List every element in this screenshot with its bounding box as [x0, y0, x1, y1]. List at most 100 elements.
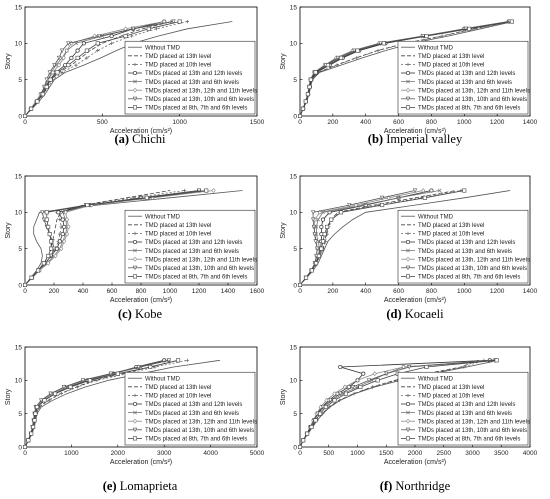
legend-marker: [133, 393, 137, 398]
legend-label: TMD placed at 13th level: [418, 223, 484, 229]
legend-marker: [132, 70, 138, 76]
series-8: [297, 19, 514, 119]
legend-label: TMD placed at 13th level: [145, 54, 211, 60]
legend-marker: [406, 62, 410, 67]
x-tick-label: 3000: [465, 450, 480, 457]
y-tick-label: 5: [293, 77, 297, 84]
data-point: [319, 246, 324, 251]
data-point: [211, 188, 216, 193]
data-point: [154, 27, 159, 31]
data-point: [60, 217, 65, 222]
data-point: [323, 404, 328, 409]
data-point: [57, 239, 62, 244]
plot-frame: [299, 6, 531, 117]
chart-panel-1: 0 500 1000 1500 0 5 10 15 Acceleration (cm/s²) St…: [5, 4, 265, 146]
data-point: [40, 210, 45, 215]
legend-label: TMDs placed at 8th, 7th and 6th levels: [145, 106, 247, 112]
legend-label: TMD placed at 13th level: [145, 223, 211, 229]
data-point: [309, 424, 314, 429]
y-tick-label: 5: [293, 411, 297, 418]
data-point: [22, 114, 27, 119]
x-tick-label: 1000: [172, 119, 187, 126]
legend-marker: [132, 265, 138, 271]
legend-label: TMDs placed at 13th, 10th and 6th levels: [145, 97, 254, 103]
data-point: [313, 418, 318, 423]
legend-label: TMDs placed at 8th, 7th and 6th levels: [418, 275, 520, 281]
x-tick-label: 3500: [494, 450, 509, 457]
data-point: [36, 268, 41, 273]
data-point: [92, 33, 97, 39]
panel-caption: (b) Imperial valley: [368, 132, 463, 146]
legend-marker: [405, 70, 411, 76]
data-point: [327, 405, 332, 409]
plot-frame: [299, 175, 531, 286]
legend-marker: [405, 427, 411, 433]
x-tick-label: 2000: [111, 450, 126, 457]
data-point: [343, 391, 348, 396]
x-tick-label: 2000: [408, 450, 423, 457]
legend: Without TMD TMD placed at 13th level TMD p…: [124, 40, 257, 115]
legend-marker: [406, 231, 410, 236]
y-tick-label: 15: [290, 173, 298, 180]
legend-marker: [132, 401, 138, 407]
data-point: [424, 34, 429, 39]
x-tick-label: 0: [23, 119, 27, 126]
data-point: [136, 365, 141, 370]
legend-label: TMD placed at 10th level: [418, 394, 484, 400]
data-point: [307, 84, 312, 89]
chart-panel-6: 0 500 1000 1500 2000 2500 3000 3500 4000 0 5 10 15 Ac…: [280, 344, 538, 493]
legend-label: TMDs placed at 13th and 6th levels: [145, 249, 239, 255]
legend-label: TMDs placed at 13th and 6th levels: [418, 249, 512, 255]
y-tick-label: 10: [290, 210, 298, 217]
legend-label: TMDs placed at 13th and 6th levels: [145, 411, 239, 417]
y-axis-label: Story: [5, 222, 12, 239]
legend-marker: [133, 248, 137, 253]
legend-label: TMD placed at 10th level: [145, 394, 211, 400]
x-tick-label: 1400: [523, 288, 538, 295]
data-point: [64, 48, 69, 54]
data-point: [55, 70, 60, 75]
y-tick-label: 0: [18, 444, 22, 451]
data-point: [328, 398, 333, 403]
data-point: [386, 195, 391, 201]
data-point: [95, 41, 100, 46]
data-point: [42, 398, 47, 403]
data-point: [31, 424, 36, 429]
data-point: [378, 41, 383, 46]
legend-label: TMDs placed at 13th and 12th levels: [145, 71, 242, 77]
y-tick-label: 10: [15, 41, 23, 48]
data-point: [337, 398, 342, 403]
y-tick-label: 0: [293, 282, 297, 289]
legend-label: TMDs placed at 13th, 10th and 6th levels: [418, 266, 527, 272]
legend: Without TMD TMD placed at 13th level TMD p…: [397, 371, 530, 446]
data-point: [44, 210, 49, 215]
data-point: [35, 99, 40, 104]
legend-marker: [133, 410, 137, 415]
x-tick-label: 0: [298, 450, 302, 457]
data-point: [462, 188, 467, 193]
data-point: [75, 48, 80, 53]
x-tick-label: 500: [97, 119, 108, 126]
data-point: [123, 34, 128, 39]
legend-marker: [405, 256, 411, 262]
data-point: [166, 358, 172, 363]
panel-caption: (d) Kocaeli: [386, 307, 444, 321]
data-point: [352, 48, 357, 53]
data-point: [56, 62, 62, 68]
data-point: [66, 224, 71, 230]
legend-label: TMDs placed at 13th and 6th levels: [145, 80, 239, 86]
data-point: [421, 34, 426, 39]
series-8: [297, 188, 467, 287]
legend-marker: [133, 79, 137, 84]
data-point: [370, 385, 375, 389]
legend-label: TMD placed at 10th level: [418, 63, 484, 69]
data-point: [84, 48, 89, 53]
data-point: [347, 203, 352, 208]
y-tick-label: 5: [293, 246, 297, 253]
data-point: [185, 19, 190, 24]
x-tick-label: 800: [426, 288, 437, 295]
data-point: [355, 48, 360, 53]
legend-marker: [133, 231, 137, 236]
legend-label: Without TMD: [418, 214, 454, 220]
legend-marker: [132, 87, 138, 93]
